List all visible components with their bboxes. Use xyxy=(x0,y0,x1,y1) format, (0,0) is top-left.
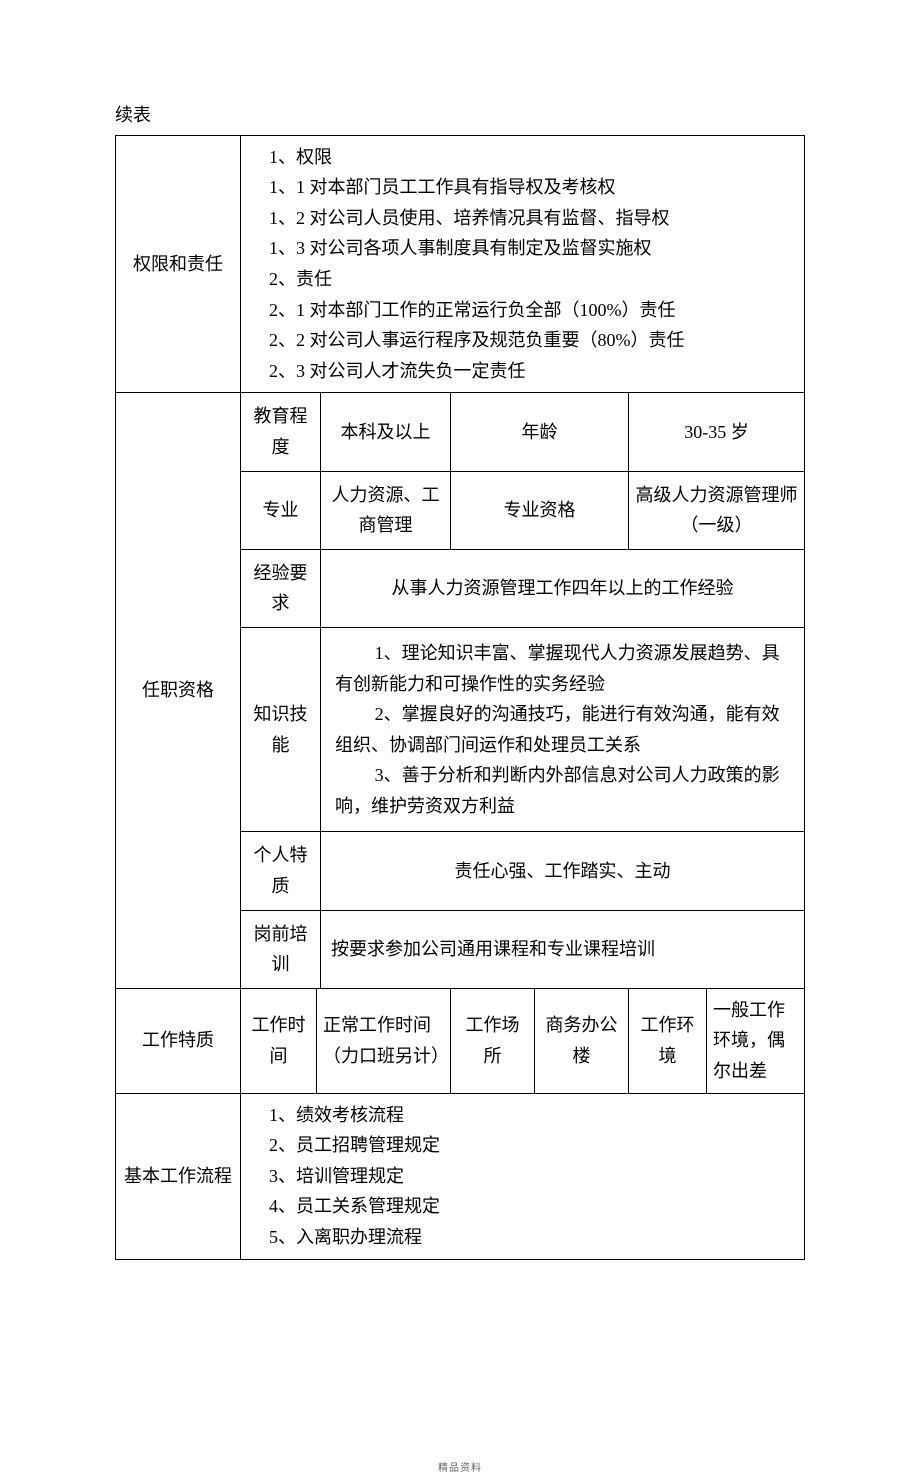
authority-line-2: 1、1 对本部门员工工作具有指导权及考核权 xyxy=(269,172,794,203)
knowledge-para-1: 1、理论知识丰富、掌握现代人力资源发展趋势、具有创新能力和可操作性的实务经验 xyxy=(335,638,790,699)
authority-content: 1、权限 1、1 对本部门员工工作具有指导权及考核权 1、2 对公司人员使用、培… xyxy=(241,135,805,393)
education-value: 本科及以上 xyxy=(321,393,451,471)
workflow-line-3: 3、培训管理规定 xyxy=(269,1161,794,1192)
personal-value: 责任心强、工作踏实、主动 xyxy=(321,832,805,910)
knowledge-value: 1、理论知识丰富、掌握现代人力资源发展趋势、具有创新能力和可操作性的实务经验 2… xyxy=(321,627,805,832)
authority-line-1: 1、权限 xyxy=(269,142,794,173)
workattr-header: 工作特质 xyxy=(116,988,241,1093)
knowledge-para-3: 3、善于分析和判断内外部信息对公司人力政策的影响，维护劳资双方利益 xyxy=(335,760,790,821)
qualification-header: 任职资格 xyxy=(116,393,241,989)
footer-text: 精品资料 xyxy=(115,1460,805,1477)
authority-header: 权限和责任 xyxy=(116,135,241,393)
majorqual-value: 高级人力资源管理师（一级） xyxy=(629,471,805,549)
workplace-label: 工作场所 xyxy=(451,988,535,1093)
age-label: 年龄 xyxy=(451,393,629,471)
worktime-value: 正常工作时间（力口班另计） xyxy=(317,988,451,1093)
worktime-label: 工作时间 xyxy=(241,988,317,1093)
authority-line-5: 2、责任 xyxy=(269,264,794,295)
job-description-table: 权限和责任 1、权限 1、1 对本部门员工工作具有指导权及考核权 1、2 对公司… xyxy=(115,135,805,1260)
majorqual-label: 专业资格 xyxy=(451,471,629,549)
knowledge-label: 知识技能 xyxy=(241,627,321,832)
personal-label: 个人特质 xyxy=(241,832,321,910)
authority-line-3: 1、2 对公司人员使用、培养情况具有监督、指导权 xyxy=(269,203,794,234)
authority-line-6: 2、1 对本部门工作的正常运行负全部（100%）责任 xyxy=(269,295,794,326)
knowledge-para-2: 2、掌握良好的沟通技巧，能进行有效沟通，能有效组织、协调部门间运作和处理员工关系 xyxy=(335,699,790,760)
experience-label: 经验要求 xyxy=(241,549,321,627)
pretraining-label: 岗前培训 xyxy=(241,910,321,988)
workenv-value: 一般工作环境，偶尔出差 xyxy=(707,988,805,1093)
experience-value: 从事人力资源管理工作四年以上的工作经验 xyxy=(321,549,805,627)
education-label: 教育程度 xyxy=(241,393,321,471)
pretraining-value: 按要求参加公司通用课程和专业课程培训 xyxy=(321,910,805,988)
workflow-line-4: 4、员工关系管理规定 xyxy=(269,1191,794,1222)
authority-line-4: 1、3 对公司各项人事制度具有制定及监督实施权 xyxy=(269,233,794,264)
authority-line-8: 2、3 对公司人才流失负一定责任 xyxy=(269,356,794,387)
age-value: 30-35 岁 xyxy=(629,393,805,471)
major-value: 人力资源、工商管理 xyxy=(321,471,451,549)
major-label: 专业 xyxy=(241,471,321,549)
continuation-label: 续表 xyxy=(115,100,805,131)
authority-line-7: 2、2 对公司人事运行程序及规范负重要（80%）责任 xyxy=(269,325,794,356)
workflow-content: 1、绩效考核流程 2、员工招聘管理规定 3、培训管理规定 4、员工关系管理规定 … xyxy=(241,1093,805,1259)
workenv-label: 工作环境 xyxy=(629,988,707,1093)
workflow-line-2: 2、员工招聘管理规定 xyxy=(269,1130,794,1161)
workflow-line-5: 5、入离职办理流程 xyxy=(269,1222,794,1253)
workflow-line-1: 1、绩效考核流程 xyxy=(269,1100,794,1131)
workplace-value: 商务办公楼 xyxy=(535,988,629,1093)
workflow-header: 基本工作流程 xyxy=(116,1093,241,1259)
